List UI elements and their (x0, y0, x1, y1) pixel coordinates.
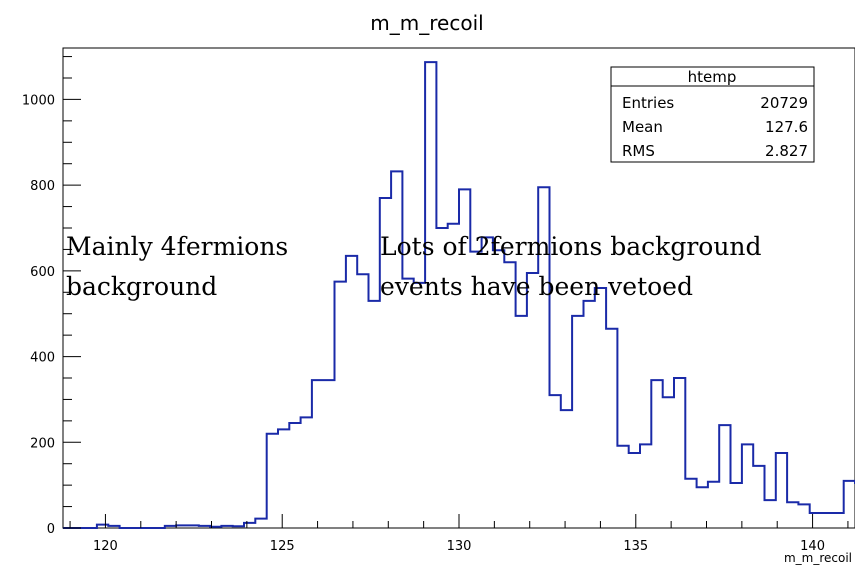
x-tick-label: 130 (447, 539, 472, 554)
stats-entries-label: Entries (622, 94, 674, 112)
annotation-4fermions-line2: background (66, 272, 217, 301)
x-tick-label: 140 (800, 539, 825, 554)
x-tick-label: 120 (93, 539, 118, 554)
y-tick-label: 800 (30, 179, 55, 194)
annotation-4fermions: Mainly 4fermions background (66, 232, 288, 301)
stats-box-frame (610, 66, 815, 163)
stats-rms-label: RMS (622, 142, 655, 160)
x-tick-label: 135 (623, 539, 648, 554)
y-tick-label: 400 (30, 351, 55, 366)
stats-box-title: htemp (688, 68, 737, 86)
stats-entries-value: 20729 (760, 94, 808, 112)
y-tick-label: 200 (30, 436, 55, 451)
x-axis: 120 125 130 135 140 (69, 514, 849, 554)
y-tick-label: 1000 (22, 93, 55, 108)
y-tick-label: 0 (47, 522, 55, 537)
stats-rms-value: 2.827 (765, 142, 808, 160)
histogram-series (63, 61, 855, 529)
annotation-2fermions-line1: Lots of 2fermions background (380, 232, 762, 261)
annotation-2fermions-line2: events have been vetoed (380, 272, 693, 301)
histogram-line (63, 61, 855, 529)
stats-mean-value: 127.6 (765, 118, 808, 136)
annotation-2fermions: Lots of 2fermions background events have… (380, 232, 762, 301)
y-tick-label: 600 (30, 265, 55, 280)
stats-box: htemp Entries 20729 Mean 127.6 RMS 2.827 (610, 66, 815, 163)
y-axis: 0 200 400 600 800 1000 (22, 56, 81, 537)
x-axis-label: m_m_recoil (784, 551, 852, 565)
annotation-4fermions-line1: Mainly 4fermions (66, 232, 288, 261)
x-tick-label: 125 (270, 539, 295, 554)
stats-mean-label: Mean (622, 118, 663, 136)
chart-title: m_m_recoil (370, 11, 483, 35)
